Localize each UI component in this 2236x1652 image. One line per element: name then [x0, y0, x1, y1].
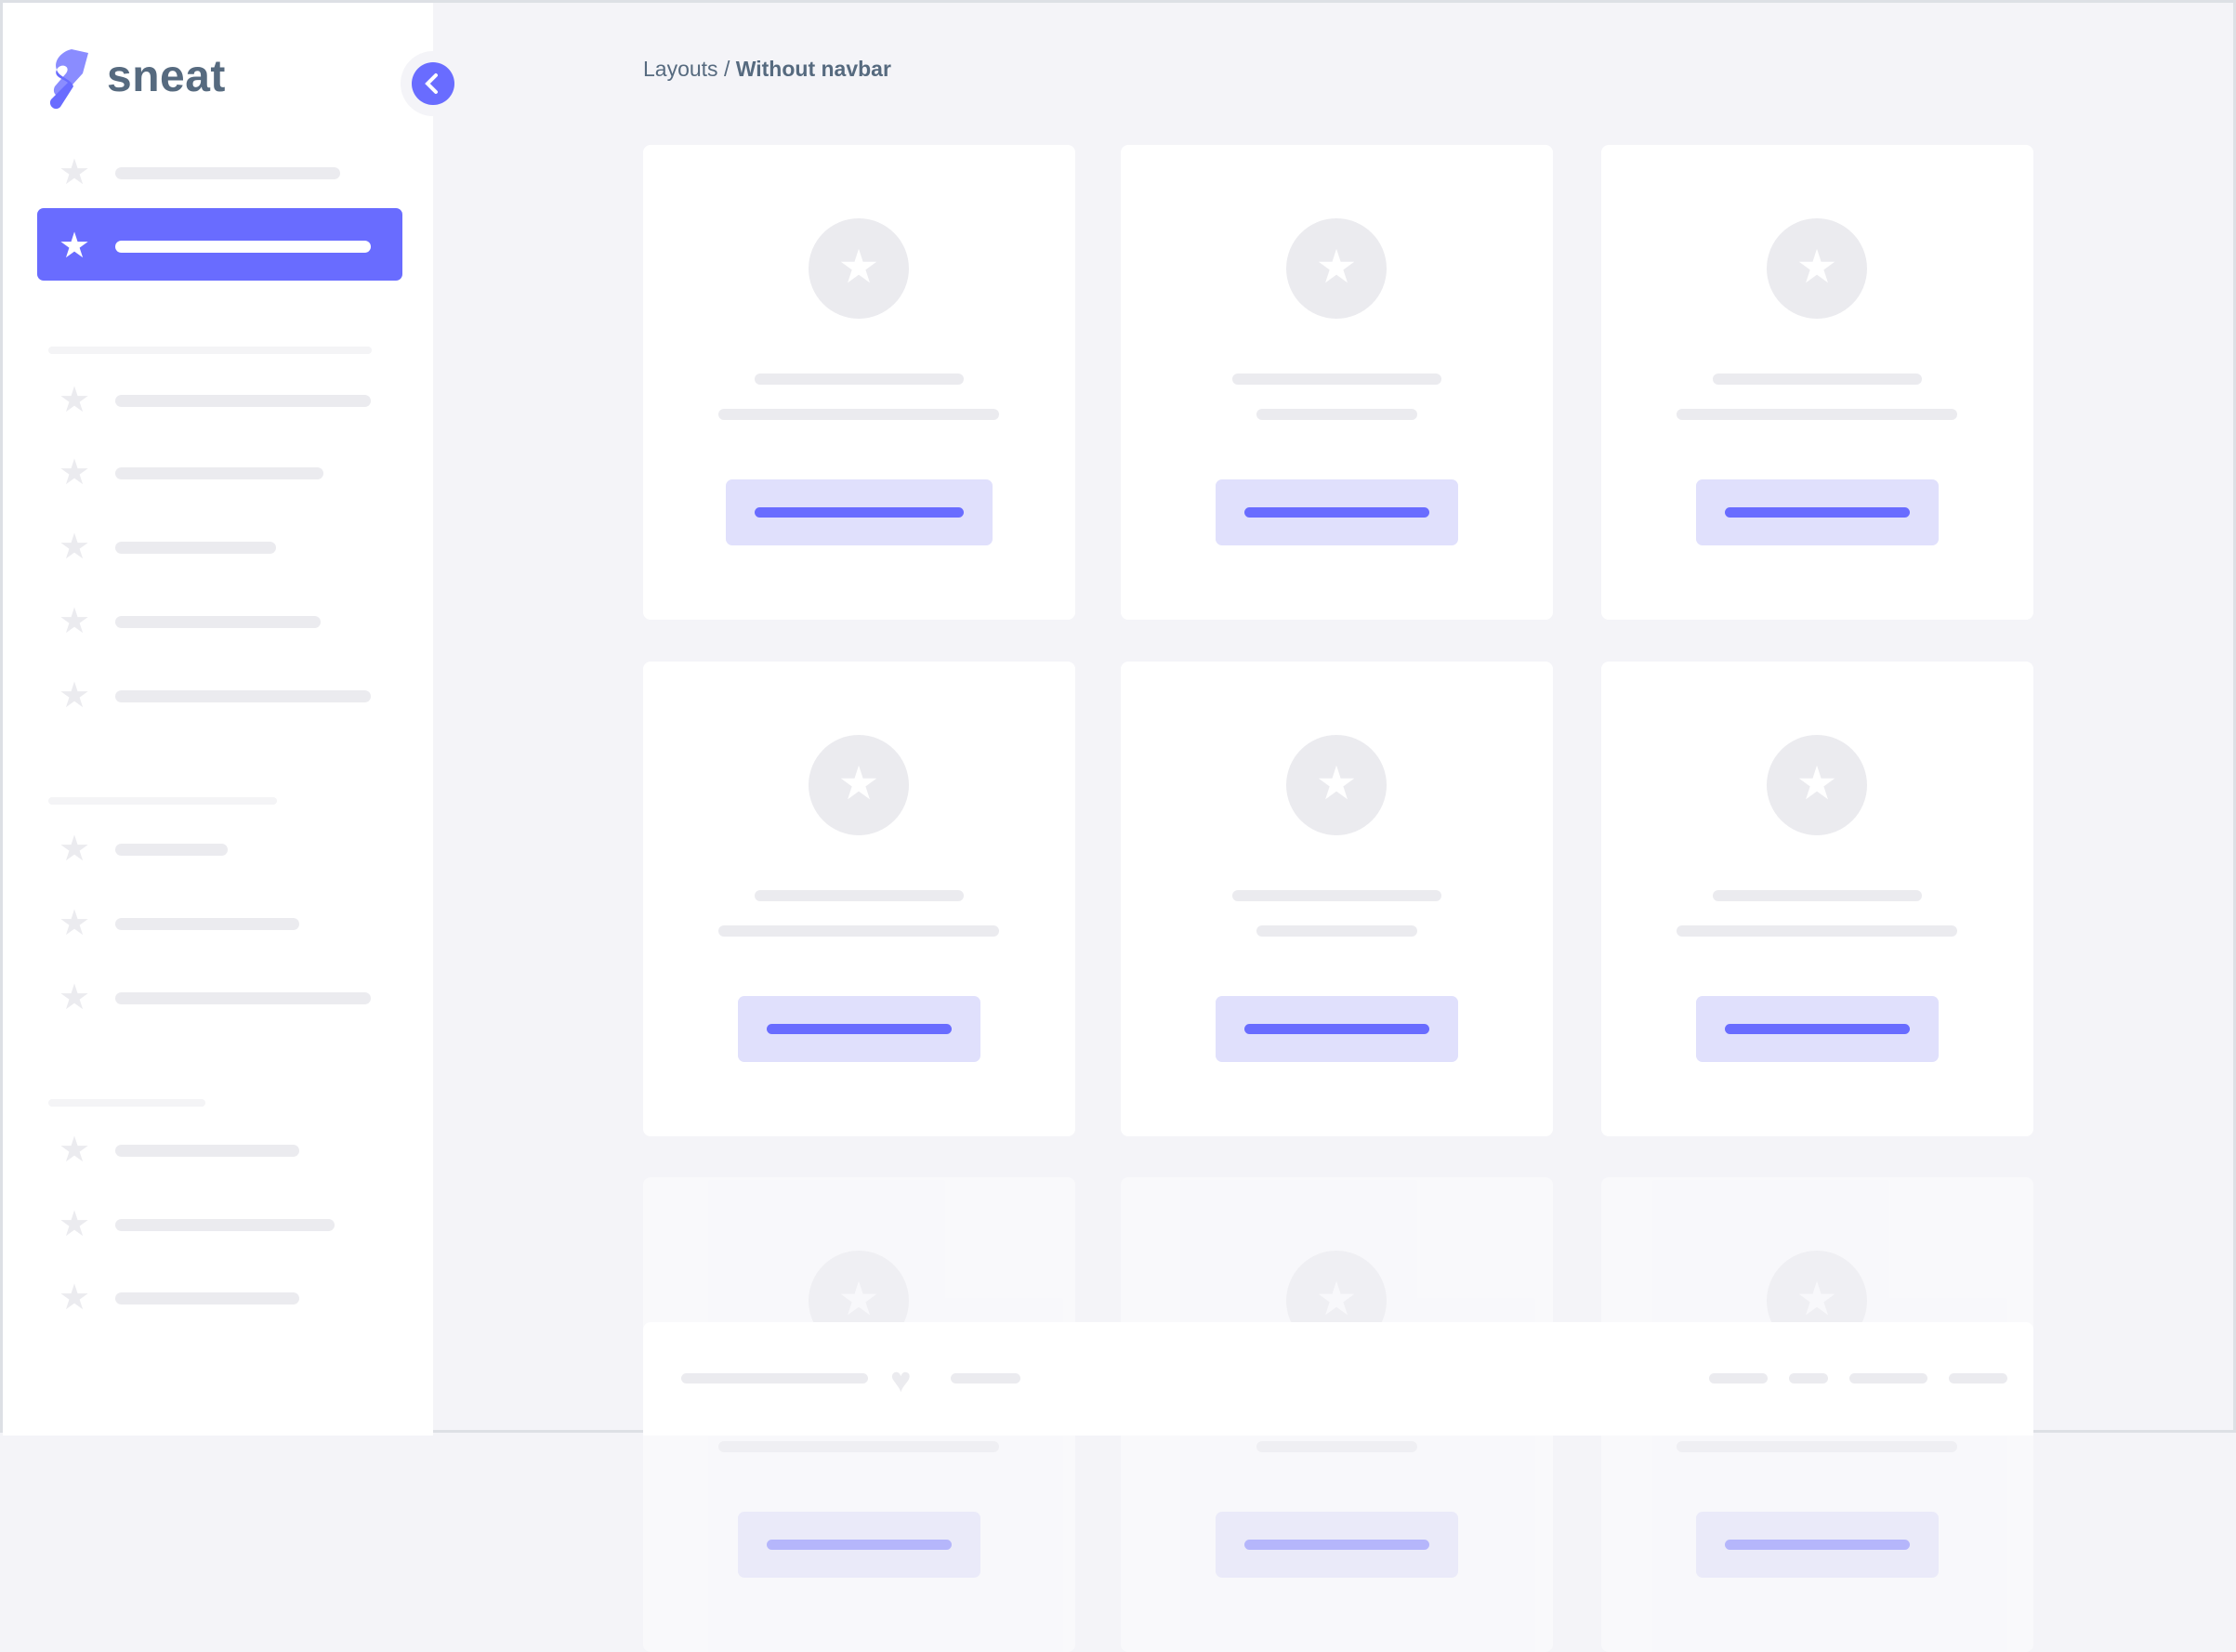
- card-title-placeholder: [1713, 890, 1922, 901]
- star-icon: ★: [58, 602, 91, 641]
- star-icon: ★: [1767, 218, 1867, 319]
- sidebar-item[interactable]: [115, 1145, 299, 1157]
- star-icon: ★: [58, 153, 91, 192]
- star-icon: ★: [58, 1131, 91, 1170]
- star-icon: ★: [58, 904, 91, 943]
- card-button[interactable]: [737, 996, 980, 1062]
- footer-link-placeholder[interactable]: [1709, 1373, 1768, 1383]
- card: ★: [1601, 662, 2033, 1136]
- sidebar-item[interactable]: [115, 844, 228, 856]
- card-button-label-placeholder: [1243, 1024, 1429, 1034]
- card-button[interactable]: [1695, 996, 1939, 1062]
- card-button[interactable]: [737, 1512, 980, 1578]
- card: ★: [643, 662, 1075, 1136]
- card-button-label-placeholder: [1724, 1540, 1910, 1550]
- breadcrumb-separator: /: [717, 57, 736, 81]
- card-button-label-placeholder: [766, 1024, 952, 1034]
- card-title-placeholder: [1713, 374, 1922, 385]
- star-icon: ★: [1286, 735, 1387, 835]
- star-icon: ★: [58, 830, 91, 869]
- star-icon: ★: [58, 1205, 91, 1244]
- star-icon: ★: [58, 978, 91, 1017]
- card-title-placeholder: [1232, 890, 1441, 901]
- sidebar-item[interactable]: [115, 241, 371, 253]
- card-button[interactable]: [1215, 1512, 1458, 1578]
- card-button[interactable]: [1695, 479, 1939, 545]
- star-icon: ★: [1286, 218, 1387, 319]
- chevron-left-icon: [425, 73, 438, 94]
- card: ★: [1121, 662, 1553, 1136]
- card-title-placeholder: [755, 374, 964, 385]
- sidebar-section-header: [48, 1099, 205, 1107]
- star-icon: ★: [809, 218, 909, 319]
- sidebar-item[interactable]: [115, 395, 371, 407]
- card: ★: [1121, 145, 1553, 620]
- sidebar-item[interactable]: [115, 1219, 335, 1231]
- star-icon: ★: [58, 227, 91, 266]
- sidebar-item[interactable]: [115, 616, 321, 628]
- logo-icon: [49, 49, 88, 110]
- footer: ♥: [643, 1322, 2033, 1436]
- card: ★: [643, 145, 1075, 620]
- card: ★: [1601, 145, 2033, 620]
- card-text-placeholder: [1677, 409, 1957, 420]
- card-button-label-placeholder: [1724, 1024, 1910, 1034]
- footer-text-placeholder: [681, 1373, 868, 1383]
- sidebar-item[interactable]: [115, 918, 299, 930]
- sidebar-section-header: [48, 797, 277, 805]
- sidebar-item[interactable]: [115, 1292, 299, 1305]
- card-button[interactable]: [1215, 479, 1458, 545]
- card-text-placeholder: [718, 409, 999, 420]
- card-button[interactable]: [725, 479, 993, 545]
- star-icon: ★: [58, 676, 91, 715]
- card-text-placeholder: [1256, 925, 1417, 937]
- card-button-label-placeholder: [1243, 1540, 1429, 1550]
- footer-link-placeholder[interactable]: [1849, 1373, 1927, 1383]
- card-button[interactable]: [1215, 996, 1458, 1062]
- star-icon: ★: [58, 453, 91, 492]
- card-text-placeholder: [1256, 409, 1417, 420]
- card-button-label-placeholder: [754, 507, 964, 518]
- sidebar: sneat ★ ★ ★ ★ ★ ★ ★ ★ ★ ★ ★ ★ ★: [3, 3, 433, 1436]
- card-title-placeholder: [755, 890, 964, 901]
- breadcrumb-parent[interactable]: Layouts: [643, 57, 718, 81]
- footer-link-placeholder[interactable]: [1789, 1373, 1828, 1383]
- card-button[interactable]: [1695, 1512, 1939, 1578]
- footer-link-placeholder[interactable]: [951, 1373, 1020, 1383]
- star-icon: ★: [1767, 735, 1867, 835]
- sidebar-item[interactable]: [115, 167, 340, 179]
- sidebar-item[interactable]: [115, 542, 276, 554]
- footer-link-placeholder[interactable]: [1949, 1373, 2007, 1383]
- card-button-label-placeholder: [1243, 507, 1429, 518]
- breadcrumb-current: Without navbar: [735, 57, 891, 81]
- star-icon: ★: [58, 528, 91, 567]
- sidebar-item[interactable]: [115, 467, 323, 479]
- card-text-placeholder: [1677, 1441, 1957, 1452]
- star-icon: ★: [58, 1278, 91, 1318]
- heart-icon: ♥: [890, 1361, 912, 1400]
- breadcrumb: Layouts / Without navbar: [643, 57, 891, 82]
- sidebar-section-header: [48, 347, 372, 354]
- card-button-label-placeholder: [766, 1540, 952, 1550]
- star-icon: ★: [58, 381, 91, 420]
- card-text-placeholder: [718, 1441, 999, 1452]
- sidebar-item[interactable]: [115, 992, 371, 1004]
- card-text-placeholder: [1677, 925, 1957, 937]
- card-title-placeholder: [1232, 374, 1441, 385]
- logo[interactable]: [44, 46, 96, 112]
- card-text-placeholder: [718, 925, 999, 937]
- sidebar-item[interactable]: [115, 690, 371, 702]
- collapse-sidebar-button[interactable]: [412, 62, 454, 105]
- card-text-placeholder: [1256, 1441, 1417, 1452]
- star-icon: ★: [809, 735, 909, 835]
- brand-name: sneat: [107, 52, 226, 101]
- card-button-label-placeholder: [1724, 507, 1910, 518]
